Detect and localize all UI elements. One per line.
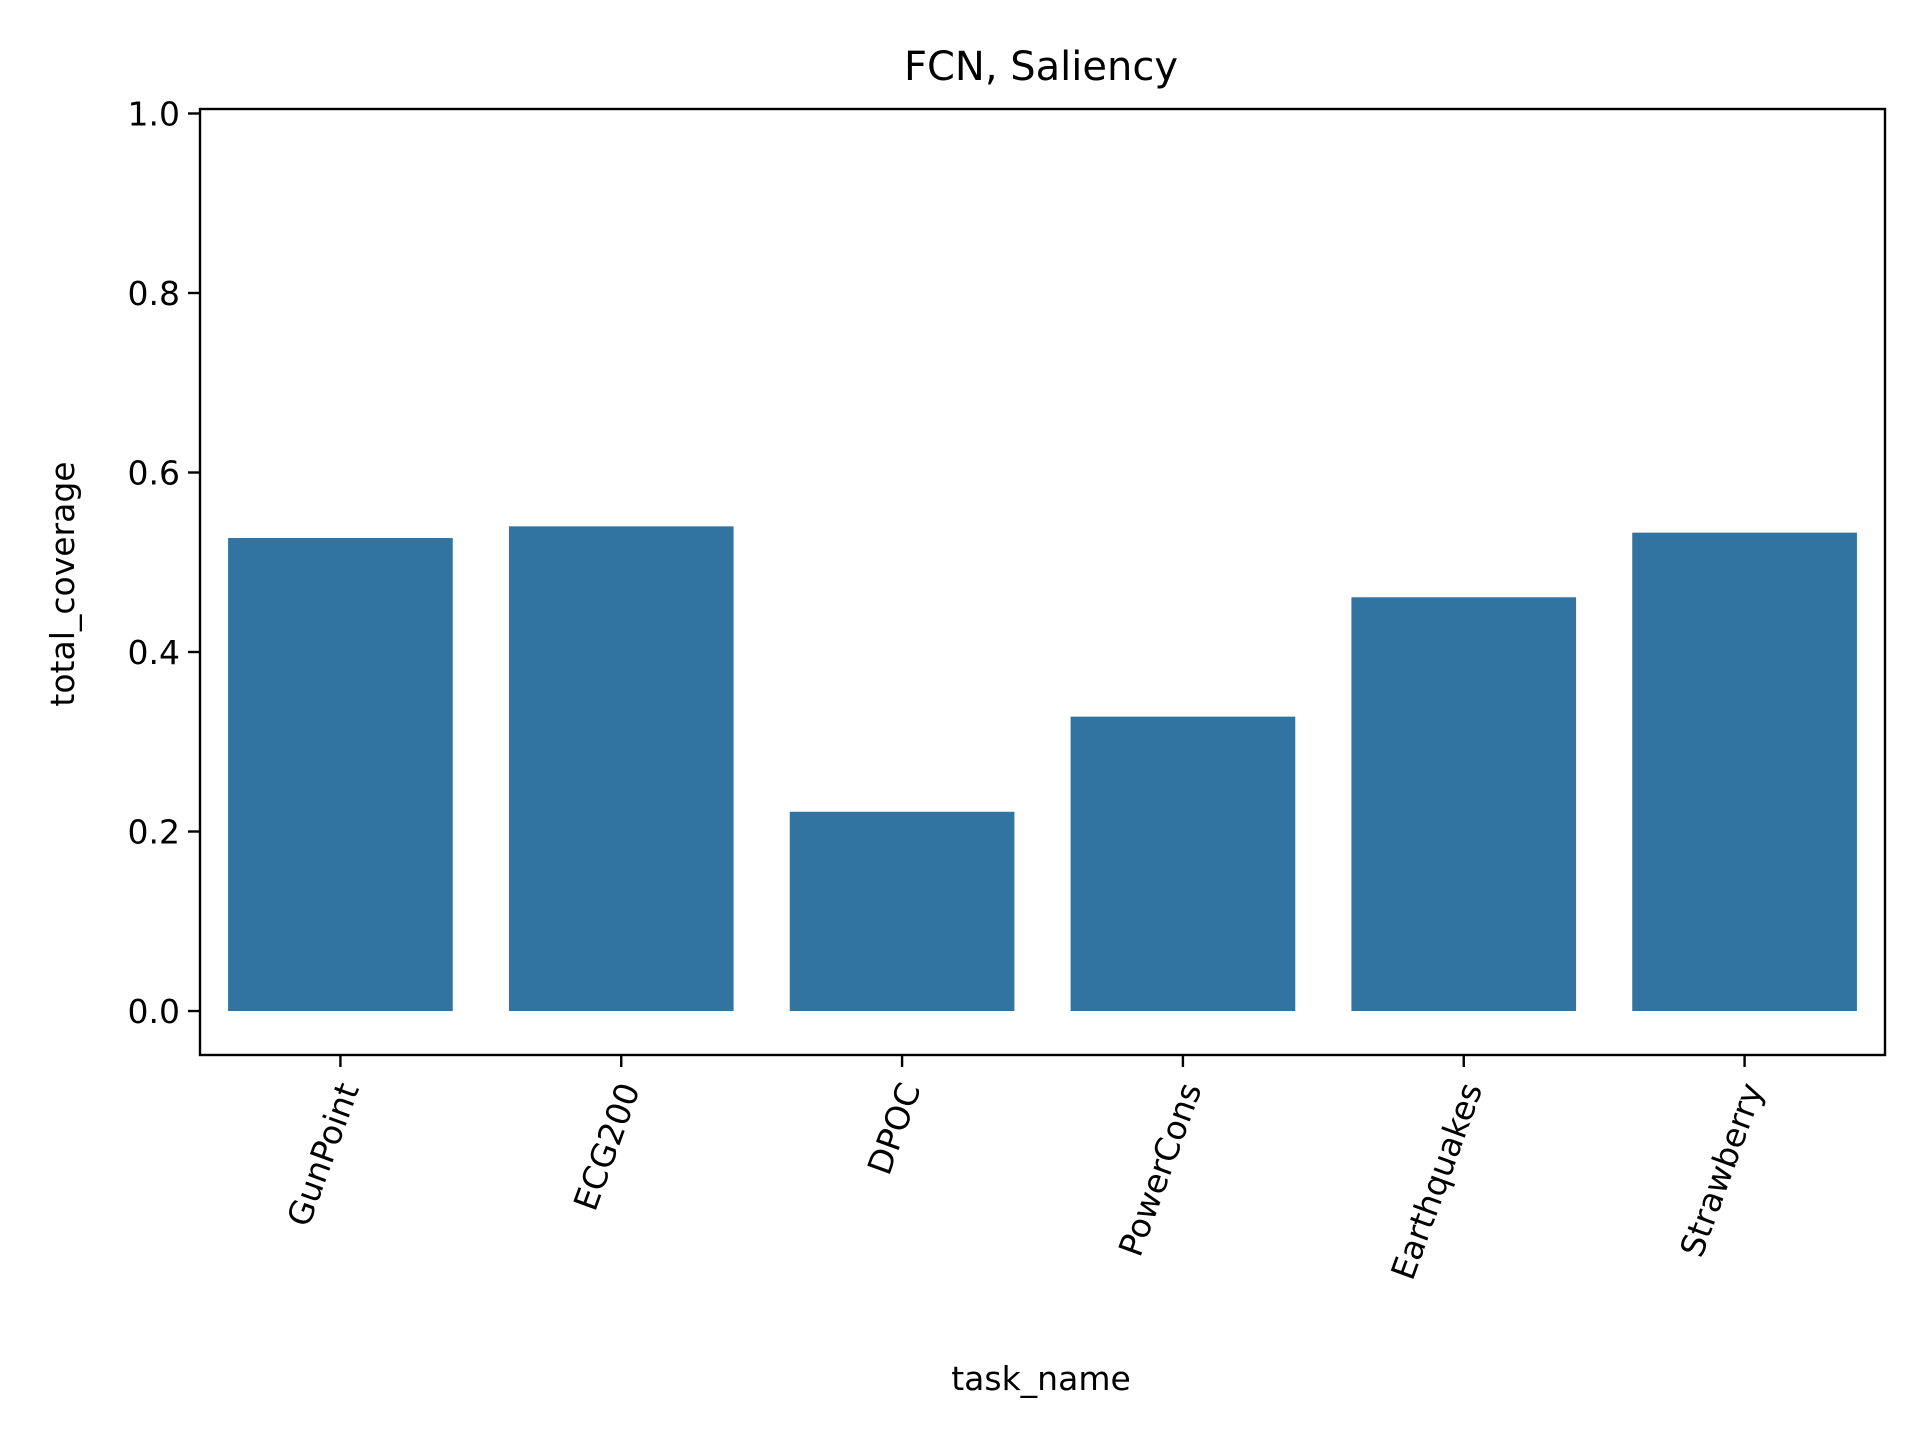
y-tick-label: 0.6 [128, 454, 180, 493]
bar-earthquakes [1351, 597, 1577, 1012]
plot-frame [198, 107, 1887, 1057]
bar-ecg200 [508, 526, 734, 1012]
bars-group [228, 526, 1857, 1012]
bar-dpoc [789, 811, 1015, 1012]
y-tick-label: 0.4 [128, 633, 180, 672]
x-axis: GunPoint ECG200 DPOC PowerCons Earthquakes St… [279, 1055, 1771, 1285]
x-tick-label: Earthquakes [1383, 1078, 1490, 1285]
y-tick-label: 1.0 [128, 94, 180, 133]
y-axis-label: total_coverage [43, 461, 82, 706]
bar-gunpoint [228, 538, 453, 1012]
bar-powercons [1070, 716, 1296, 1012]
y-tick-label: 0.0 [128, 992, 180, 1031]
x-tick-label: Strawberry [1672, 1078, 1771, 1262]
chart-title: FCN, Saliency [904, 44, 1178, 90]
y-tick-label: 0.8 [128, 274, 180, 313]
x-tick-label: PowerCons [1111, 1078, 1210, 1262]
x-tick-label: DPOC [860, 1078, 929, 1180]
x-tick-label: ECG200 [566, 1078, 648, 1216]
x-tick-label: GunPoint [279, 1078, 367, 1232]
bar-strawberry [1632, 532, 1857, 1012]
x-axis-label: task_name [951, 1359, 1131, 1398]
y-axis: 0.0 0.2 0.4 0.6 0.8 1.0 [128, 94, 200, 1031]
y-tick-label: 0.2 [128, 813, 180, 852]
